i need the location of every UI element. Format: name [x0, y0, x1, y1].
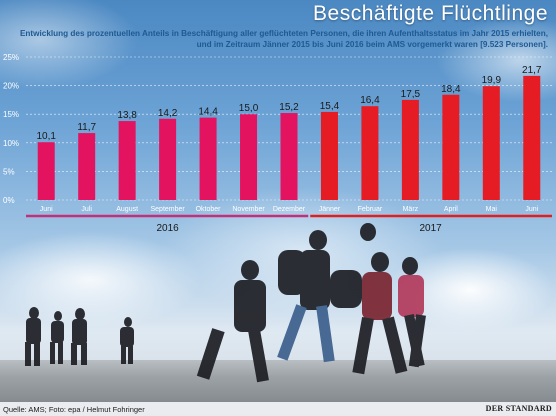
chart-subtitle: Entwicklung des prozentuellen Anteils in…	[19, 29, 548, 49]
footer-bar	[0, 402, 556, 416]
data-label: 11,7	[77, 122, 96, 133]
data-label: 15,2	[279, 102, 299, 113]
x-tick-label: Dezember	[273, 206, 306, 213]
y-tick-label: 15%	[3, 110, 19, 119]
data-label: 13,8	[117, 110, 137, 121]
bar	[240, 114, 258, 200]
bar	[37, 142, 55, 200]
y-tick-label: 5%	[3, 167, 15, 176]
y-tick-label: 20%	[3, 82, 19, 91]
data-label: 21,7	[522, 65, 542, 76]
x-tick-label: Juli	[81, 206, 92, 213]
bar	[442, 94, 460, 200]
x-tick-label: Juni	[40, 206, 53, 213]
publisher-logo: DER STANDARD	[485, 404, 552, 413]
year-label: 2017	[419, 223, 442, 234]
source-credit: Quelle: AMS; Foto: epa / Helmut Fohringe…	[3, 405, 145, 414]
data-label: 10,1	[36, 131, 56, 142]
bar	[361, 106, 379, 200]
x-tick-label: November	[232, 206, 265, 213]
data-label: 15,4	[320, 101, 340, 112]
chart-title: Beschäftigte Flüchtlinge	[313, 2, 548, 25]
background-photo-ground	[0, 360, 556, 402]
bar	[523, 75, 541, 200]
x-tick-label: März	[403, 206, 419, 213]
x-tick-label: April	[444, 206, 458, 213]
data-label: 17,5	[401, 89, 421, 100]
bar	[401, 99, 419, 200]
x-tick-label: Jänner	[319, 206, 341, 213]
data-label: 15,0	[239, 103, 259, 114]
bar	[118, 121, 136, 200]
x-tick-label: August	[116, 206, 138, 213]
bar	[320, 111, 338, 200]
y-tick-label: 10%	[3, 139, 19, 148]
bar	[482, 86, 500, 200]
x-tick-label: Mai	[486, 206, 498, 213]
x-tick-label: September	[150, 206, 185, 213]
data-label: 18,4	[441, 84, 461, 95]
bar	[199, 117, 217, 200]
bar	[78, 133, 96, 200]
bar	[159, 118, 177, 200]
y-tick-label: 0%	[3, 196, 15, 205]
x-tick-label: Februar	[358, 206, 383, 213]
x-tick-label: Oktober	[196, 206, 222, 213]
data-label: 14,4	[198, 107, 218, 118]
data-label: 14,2	[158, 108, 178, 119]
y-tick-label: 25%	[3, 53, 19, 62]
data-label: 19,9	[482, 75, 502, 86]
bar	[280, 113, 298, 200]
x-tick-label: Juni	[525, 206, 538, 213]
data-label: 16,4	[360, 95, 380, 106]
year-label: 2016	[156, 223, 179, 234]
